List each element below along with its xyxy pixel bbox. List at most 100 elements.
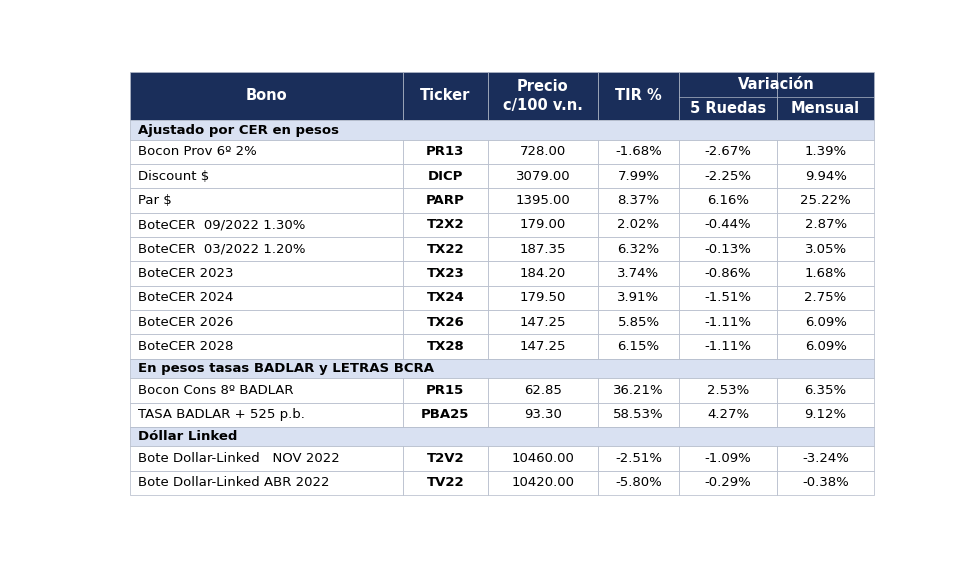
- Text: TX26: TX26: [426, 316, 465, 329]
- Bar: [777, 378, 874, 403]
- Text: -5.80%: -5.80%: [615, 476, 662, 489]
- Text: BoteCER 2026: BoteCER 2026: [137, 316, 233, 329]
- Text: 187.35: 187.35: [519, 243, 566, 256]
- Bar: [598, 334, 679, 358]
- Text: 93.30: 93.30: [524, 408, 562, 421]
- Text: T2V2: T2V2: [426, 452, 465, 465]
- Bar: [777, 403, 874, 427]
- Bar: [130, 447, 403, 471]
- Bar: [777, 188, 874, 213]
- Bar: [598, 237, 679, 261]
- Bar: [488, 403, 598, 427]
- Text: En pesos tasas BADLAR y LETRAS BCRA: En pesos tasas BADLAR y LETRAS BCRA: [137, 362, 434, 375]
- Text: 2.87%: 2.87%: [805, 218, 847, 232]
- Bar: [679, 403, 777, 427]
- Bar: [403, 310, 488, 334]
- Bar: [598, 447, 679, 471]
- Bar: [598, 378, 679, 403]
- Bar: [679, 72, 777, 120]
- Bar: [777, 140, 874, 164]
- Bar: [403, 261, 488, 286]
- Text: 6.32%: 6.32%: [617, 243, 660, 256]
- Bar: [777, 72, 874, 120]
- Text: 1395.00: 1395.00: [515, 194, 570, 207]
- Bar: [130, 378, 403, 403]
- Bar: [488, 213, 598, 237]
- Text: Bocon Cons 8º BADLAR: Bocon Cons 8º BADLAR: [137, 384, 293, 397]
- Bar: [403, 471, 488, 495]
- Text: 728.00: 728.00: [519, 145, 566, 158]
- Bar: [488, 72, 598, 120]
- Text: 6.15%: 6.15%: [617, 340, 660, 353]
- Text: BoteCER  09/2022 1.30%: BoteCER 09/2022 1.30%: [137, 218, 305, 232]
- Bar: [130, 310, 403, 334]
- Text: -0.13%: -0.13%: [705, 243, 752, 256]
- Text: 2.75%: 2.75%: [805, 291, 847, 305]
- Bar: [488, 310, 598, 334]
- Bar: [777, 237, 874, 261]
- Text: Discount $: Discount $: [137, 170, 209, 183]
- Text: 7.99%: 7.99%: [617, 170, 660, 183]
- Bar: [130, 358, 874, 378]
- Text: Bocon Prov 6º 2%: Bocon Prov 6º 2%: [137, 145, 257, 158]
- Bar: [679, 334, 777, 358]
- Text: 179.00: 179.00: [519, 218, 566, 232]
- Bar: [598, 286, 679, 310]
- Text: 2.02%: 2.02%: [617, 218, 660, 232]
- Text: -2.51%: -2.51%: [615, 452, 662, 465]
- Bar: [679, 237, 777, 261]
- Bar: [403, 72, 488, 120]
- Text: 2.53%: 2.53%: [707, 384, 749, 397]
- Text: Bono: Bono: [246, 89, 287, 103]
- Text: 6.35%: 6.35%: [805, 384, 847, 397]
- Bar: [598, 471, 679, 495]
- Bar: [488, 188, 598, 213]
- Text: 9.12%: 9.12%: [805, 408, 847, 421]
- Text: -1.09%: -1.09%: [705, 452, 752, 465]
- Bar: [598, 310, 679, 334]
- Bar: [777, 334, 874, 358]
- Text: BoteCER 2023: BoteCER 2023: [137, 267, 233, 280]
- Text: Ajustado por CER en pesos: Ajustado por CER en pesos: [137, 123, 339, 136]
- Text: 1.68%: 1.68%: [805, 267, 847, 280]
- Text: BoteCER 2024: BoteCER 2024: [137, 291, 233, 305]
- Text: 147.25: 147.25: [519, 316, 566, 329]
- Text: -0.29%: -0.29%: [705, 476, 752, 489]
- Bar: [403, 334, 488, 358]
- Bar: [488, 378, 598, 403]
- Text: 36.21%: 36.21%: [613, 384, 663, 397]
- Bar: [488, 140, 598, 164]
- Text: TV22: TV22: [426, 476, 465, 489]
- Text: 3.05%: 3.05%: [805, 243, 847, 256]
- Text: -1.11%: -1.11%: [705, 340, 752, 353]
- Text: 58.53%: 58.53%: [613, 408, 663, 421]
- Bar: [403, 140, 488, 164]
- Bar: [403, 403, 488, 427]
- Text: Par $: Par $: [137, 194, 172, 207]
- Bar: [777, 261, 874, 286]
- Text: Dóllar Linked: Dóllar Linked: [137, 430, 237, 443]
- Bar: [130, 403, 403, 427]
- Bar: [598, 188, 679, 213]
- Text: 10420.00: 10420.00: [512, 476, 574, 489]
- Bar: [679, 471, 777, 495]
- Bar: [598, 213, 679, 237]
- Bar: [598, 261, 679, 286]
- Text: TX24: TX24: [426, 291, 465, 305]
- Text: 5 Ruedas: 5 Ruedas: [690, 101, 766, 116]
- Text: 3.91%: 3.91%: [617, 291, 660, 305]
- Text: -1.51%: -1.51%: [705, 291, 752, 305]
- Text: Bote Dollar-Linked ABR 2022: Bote Dollar-Linked ABR 2022: [137, 476, 329, 489]
- Text: BoteCER 2028: BoteCER 2028: [137, 340, 233, 353]
- Bar: [130, 213, 403, 237]
- Bar: [679, 213, 777, 237]
- Text: DICP: DICP: [427, 170, 463, 183]
- Text: Mensual: Mensual: [791, 101, 860, 116]
- Bar: [403, 447, 488, 471]
- Bar: [403, 188, 488, 213]
- Text: TIR %: TIR %: [615, 89, 662, 103]
- Bar: [130, 286, 403, 310]
- Bar: [130, 72, 403, 120]
- Bar: [488, 164, 598, 188]
- Bar: [598, 72, 679, 120]
